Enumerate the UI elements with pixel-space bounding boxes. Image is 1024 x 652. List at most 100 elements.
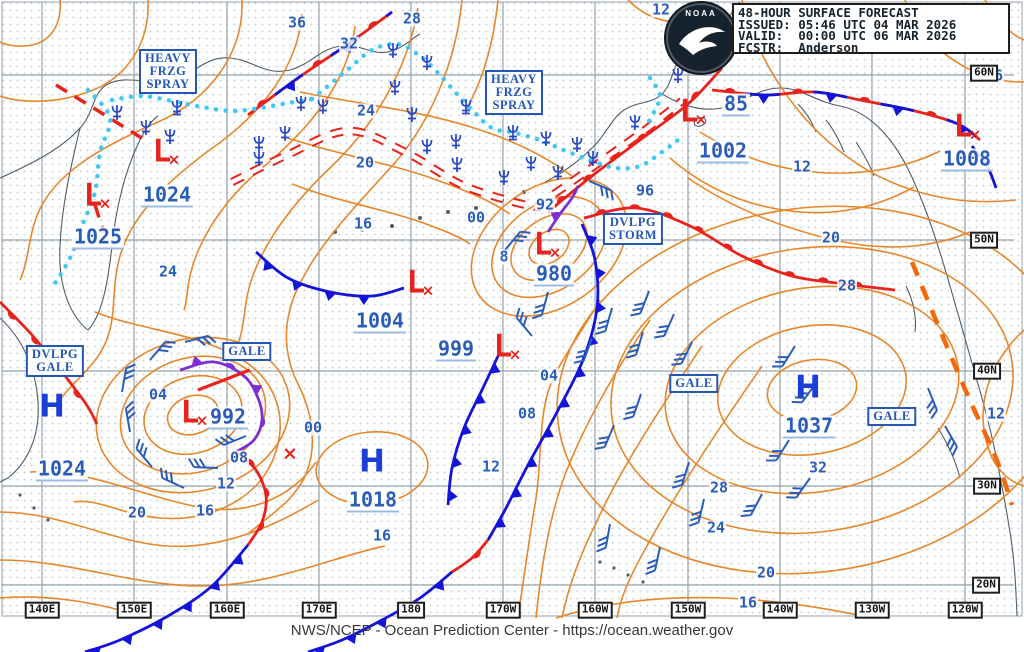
- wind-barb-icon: [594, 424, 615, 450]
- pressure-label: 980: [533, 261, 575, 287]
- isobar-label: 12: [985, 404, 1007, 423]
- spray-boundary-top: [109, 93, 315, 114]
- freezing-spray-icon: [253, 136, 265, 151]
- pressure-label: 992: [207, 404, 249, 430]
- wind-barb-icon: [135, 438, 153, 468]
- wind-barb-icon: [623, 393, 642, 421]
- wind-barb-icon: [944, 425, 958, 457]
- cold-front-mid: [255, 250, 405, 306]
- isobar-label: 04: [147, 385, 169, 404]
- isobar-label: 8: [498, 247, 510, 266]
- isobar-label: 12: [791, 157, 813, 176]
- coast-siberia: [0, 33, 421, 179]
- longitude-label: 150E: [116, 601, 152, 619]
- isobar-label: 16: [737, 593, 759, 612]
- wind-barb-icon: [786, 477, 811, 499]
- pressure-label: 1024: [35, 456, 89, 482]
- latitude-label: 60N: [970, 64, 998, 82]
- freezing-spray-icon: [507, 125, 519, 141]
- isobar-label: 24: [157, 262, 179, 281]
- coast-kamchatka-south: [0, 317, 39, 483]
- red-line-992: [197, 368, 251, 392]
- isobar-label: 32: [338, 34, 360, 53]
- isobar-label: 12: [215, 474, 237, 493]
- title-line-1: ISSUED: 05:46 UTC 04 MAR 2026: [738, 16, 957, 32]
- wind-barb-icon: [124, 400, 136, 433]
- wind-barb-icon: [159, 467, 185, 489]
- freezing-spray-icon: [421, 139, 433, 154]
- annotation-box-3: DVLPG GALE: [25, 345, 85, 378]
- isobar-label: 28: [401, 9, 423, 28]
- isobar-label: 36: [286, 13, 308, 32]
- low-center-x-icon: ×: [968, 125, 982, 144]
- longitude-label: 120W: [947, 601, 983, 619]
- high-pressure-symbol: H: [795, 369, 821, 406]
- island-vancouver: [937, 427, 961, 479]
- longitude-label: 170E: [301, 601, 337, 619]
- isobars: [0, 0, 1024, 619]
- high-pressure-symbol: H: [359, 443, 385, 480]
- low-center-x-icon: ×: [421, 281, 435, 300]
- low-pressure-symbol: L ×: [152, 133, 181, 170]
- isobar-label: 24: [705, 518, 727, 537]
- spray-boundary-w: [49, 87, 113, 291]
- wind-barb-icon: [625, 331, 644, 359]
- isobar-label: 32: [807, 458, 829, 477]
- wind-barb-icon: [654, 313, 675, 339]
- wind-barb-icon: [688, 498, 705, 527]
- isobar-label: 96: [634, 181, 656, 200]
- annotation-box-2: DVLPG STORM: [602, 213, 664, 246]
- noaa-logo-text: NOAA: [685, 9, 717, 18]
- freezing-spray-icon: [164, 129, 176, 144]
- wind-barb-icon: [630, 290, 650, 317]
- wind-barb-icon: [531, 291, 549, 320]
- freezing-spray-icon: [525, 156, 537, 171]
- latitude-label: 20N: [972, 576, 1000, 594]
- pressure-label: 1002: [696, 138, 750, 164]
- spray-boundary-mid: [309, 41, 681, 171]
- low-pressure-symbol: L ×: [493, 328, 522, 365]
- pressure-label: 1037: [782, 413, 836, 439]
- wind-barb-icon: [766, 439, 790, 462]
- low-center-x-icon: ×: [508, 345, 522, 364]
- isobar-label: 20: [820, 228, 842, 247]
- footer-credit: NWS/NCEP - Ocean Prediction Center - htt…: [290, 622, 734, 639]
- stationary-front-ne: [711, 88, 981, 142]
- freezing-spray-icon: [450, 134, 462, 149]
- freezing-spray-symbols-layer: [111, 43, 684, 185]
- pressure-label: 1018: [346, 487, 400, 513]
- freezing-spray-icon: [571, 137, 583, 152]
- freezing-spray-icon: [672, 68, 684, 83]
- low-center-x-icon: ×: [195, 411, 209, 430]
- wind-barb-icon: [926, 387, 938, 420]
- isobar-label: 92: [534, 195, 556, 214]
- freezing-spray-icon: [451, 157, 463, 172]
- pressure-label: 999: [435, 336, 477, 362]
- isobar-label: 20: [126, 503, 148, 522]
- freezing-spray-icon: [295, 96, 307, 111]
- pressure-label: 1024: [140, 182, 194, 208]
- wind-barb-icon: [671, 341, 693, 366]
- wind-barb-icon: [596, 523, 611, 553]
- wind-barb-icon: [184, 334, 217, 347]
- low-center-x-icon: ×: [98, 194, 112, 213]
- title-line-0: 48-HOUR SURFACE FORECAST: [738, 5, 919, 20]
- isobar-label: 08: [516, 404, 538, 423]
- freezing-spray-icon: [498, 170, 510, 185]
- wind-barb-icon: [772, 345, 796, 368]
- freezing-spray-icon: [279, 126, 291, 141]
- pressure-label: 85: [721, 91, 751, 117]
- low-center-x-icon: ×: [694, 110, 708, 129]
- isobar-label: 04: [538, 366, 560, 385]
- longitude-label: 140W: [762, 601, 798, 619]
- freezing-spray-icon: [629, 115, 641, 130]
- longitude-label: 150W: [670, 601, 706, 619]
- low-pressure-symbol: L ×: [180, 394, 209, 431]
- low-center-x-icon: ×: [167, 150, 181, 169]
- isobar-label: 16: [352, 214, 374, 233]
- isobar-label: 20: [755, 563, 777, 582]
- spray-boundary-ak: [643, 75, 663, 129]
- annotation-box-4: GALE: [222, 342, 272, 362]
- wind-barb-icon: [791, 382, 817, 404]
